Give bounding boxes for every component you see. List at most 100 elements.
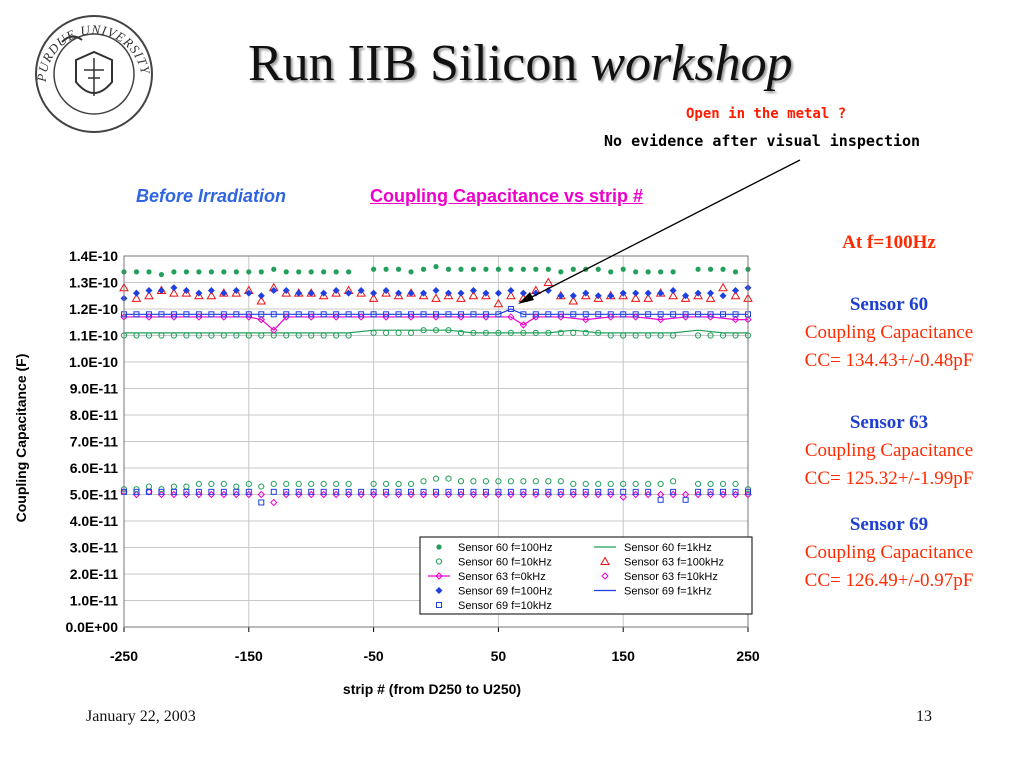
series-sensor-63-f-100khz-point — [418, 290, 429, 300]
series-sensor-63-f-100khz-point — [393, 290, 404, 300]
series-sensor-60-f-10khz-point — [170, 332, 178, 339]
series-sensor-69-f-10khz-point — [395, 488, 402, 495]
series-sensor-60-f-10khz-point — [707, 332, 714, 339]
series-sensor-60-f-100hz-point — [371, 266, 377, 272]
series-sensor-60-f-100hz-point — [233, 269, 239, 275]
series-sensor-60-f-10khz-point — [620, 332, 627, 339]
footer-page-number: 13 — [916, 708, 932, 725]
series-sensor-69-f-10khz-point — [595, 488, 602, 495]
series-sensor-60-f-10khz-point — [283, 480, 290, 487]
series-sensor-69-f-100hz-point — [182, 286, 190, 294]
series-sensor-69-f-10khz-point — [445, 311, 452, 318]
series-sensor-60-f-10khz-point — [395, 329, 402, 336]
side-sensor-60-desc: Coupling Capacitance — [804, 322, 974, 343]
side-sensor-63-name: Sensor 63 — [849, 412, 929, 433]
y-tick-label: 1.3E-10 — [69, 275, 118, 291]
series-sensor-63-f-100khz-point — [144, 290, 154, 300]
series-sensor-63-f-100khz-point — [693, 290, 703, 300]
series-sensor-69-f-100hz-point — [245, 289, 253, 297]
legend-label: Sensor 69 f=10kHz — [458, 600, 552, 612]
series-sensor-60-f-100hz-point — [383, 266, 389, 272]
series-sensor-60-f-100hz-point — [271, 266, 277, 272]
series-sensor-69-f-10khz-point — [233, 488, 240, 495]
series-sensor-60-f-100hz-point — [146, 269, 152, 275]
side-sensor-60-value: CC= 134.43+/-0.48pF — [804, 350, 974, 371]
series-sensor-69-f-10khz-point — [433, 488, 439, 495]
series-sensor-60-f-100hz-point — [445, 266, 452, 272]
series-sensor-60-f-10khz-point — [670, 332, 677, 339]
series-sensor-60-f-10khz-point — [270, 480, 277, 487]
series-sensor-69-f-100hz-point — [619, 289, 627, 297]
series-sensor-63-f-100khz-point — [643, 293, 654, 302]
series-sensor-60-f-10khz-point — [532, 478, 539, 485]
series-sensor-69-f-100hz-point — [145, 286, 153, 294]
series-sensor-69-f-10khz-point — [670, 311, 677, 318]
series-sensor-63-f-100khz-point — [231, 288, 242, 297]
series-sensor-60-f-100hz-point — [283, 269, 289, 275]
series-sensor-63-f-100khz-point — [705, 293, 716, 302]
side-sensor-69-desc: Coupling Capacitance — [804, 542, 974, 563]
footer-date: January 22, 2003 — [86, 708, 196, 725]
series-sensor-69-f-100hz-point — [157, 286, 165, 294]
series-sensor-69-f-100hz-point — [682, 292, 690, 300]
y-tick-label: 1.0E-11 — [70, 593, 118, 609]
series-sensor-69-f-100hz-point — [669, 286, 677, 294]
series-sensor-63-f-100khz-point — [194, 290, 204, 300]
series-sensor-60-f-10khz-point — [457, 478, 465, 485]
series-sensor-69-f-100hz-point — [544, 286, 552, 294]
series-sensor-60-f-10khz-point — [158, 332, 165, 339]
series-sensor-69-f-10khz-point — [545, 488, 552, 495]
series-sensor-63-f-100khz-point — [568, 296, 579, 305]
series-sensor-69-f-10khz-point — [657, 311, 664, 318]
x-tick-label: 50 — [491, 648, 507, 664]
series-sensor-69-f-100hz-point — [257, 292, 265, 300]
legend-label: Sensor 63 f=0kHz — [458, 571, 546, 583]
series-sensor-69-f-10khz-point — [595, 311, 602, 318]
series-sensor-60-f-100hz-point — [570, 266, 576, 272]
series-sensor-69-f-100hz-point — [332, 286, 340, 294]
series-sensor-60-f-100hz-point — [707, 266, 714, 272]
series-sensor-60-f-10khz-point — [670, 478, 677, 485]
series-sensor-60-f-10khz-point — [607, 332, 614, 339]
series-sensor-60-f-10khz-point — [407, 480, 415, 487]
series-sensor-60-f-100hz-point — [595, 266, 601, 272]
series-sensor-69-f-10khz-point — [557, 311, 564, 318]
series-sensor-69-f-10khz-point — [620, 311, 627, 318]
series-sensor-69-f-10khz-point — [333, 488, 340, 495]
series-sensor-69-f-10khz-point — [632, 488, 639, 495]
series-sensor-63-f-100khz-point — [431, 293, 441, 302]
note-visual-inspection: No evidence after visual inspection — [604, 132, 921, 150]
series-sensor-69-f-10khz-point — [520, 488, 527, 495]
y-tick-label: 7.0E-11 — [70, 434, 118, 450]
series-sensor-60-f-100hz-point — [395, 266, 402, 272]
legend-entry: Sensor 60 f=10kHz — [435, 557, 552, 569]
series-sensor-60-f-100hz-point — [133, 269, 140, 275]
series-sensor-60-f-100hz-point — [658, 269, 664, 275]
series-sensor-60-f-100hz-point — [296, 269, 302, 275]
series-sensor-60-f-10khz-point — [195, 332, 202, 339]
series-sensor-60-f-10khz-point — [320, 480, 327, 487]
series-sensor-69-f-10khz-point — [383, 311, 390, 318]
series-sensor-60-f-10khz-point — [645, 480, 652, 487]
series-sensor-69-f-10khz-point — [145, 488, 152, 495]
y-tick-label: 0.0E+00 — [65, 619, 118, 635]
series-sensor-60-f-100hz-point — [470, 266, 477, 272]
side-freq-label: At f=100Hz — [842, 232, 936, 253]
series-sensor-69-f-10khz-point — [482, 488, 489, 495]
series-sensor-60-f-100hz-point — [483, 266, 489, 272]
series-sensor-60-f-10khz-point — [432, 475, 440, 482]
series-sensor-63-f-10khz-point — [270, 498, 278, 507]
series-sensor-69-f-10khz-point — [308, 488, 315, 495]
x-tick-label: -150 — [235, 648, 263, 664]
series-sensor-60-f-10khz-point — [520, 478, 527, 485]
series-sensor-63-f-0khz-point — [656, 315, 665, 324]
series-sensor-63-f-100khz-point — [730, 290, 741, 300]
series-sensor-69-f-10khz-point — [283, 488, 290, 495]
series-sensor-69-f-100hz-point — [532, 289, 540, 297]
series-sensor-69-f-10khz-point — [682, 496, 689, 503]
series-sensor-69-f-100hz-point — [644, 289, 652, 297]
series-sensor-69-f-10khz-point — [457, 488, 464, 495]
series-sensor-60-f-10khz-point — [507, 478, 514, 485]
series-sensor-60-f-10khz-point — [657, 332, 664, 339]
legend-marker — [435, 558, 443, 565]
